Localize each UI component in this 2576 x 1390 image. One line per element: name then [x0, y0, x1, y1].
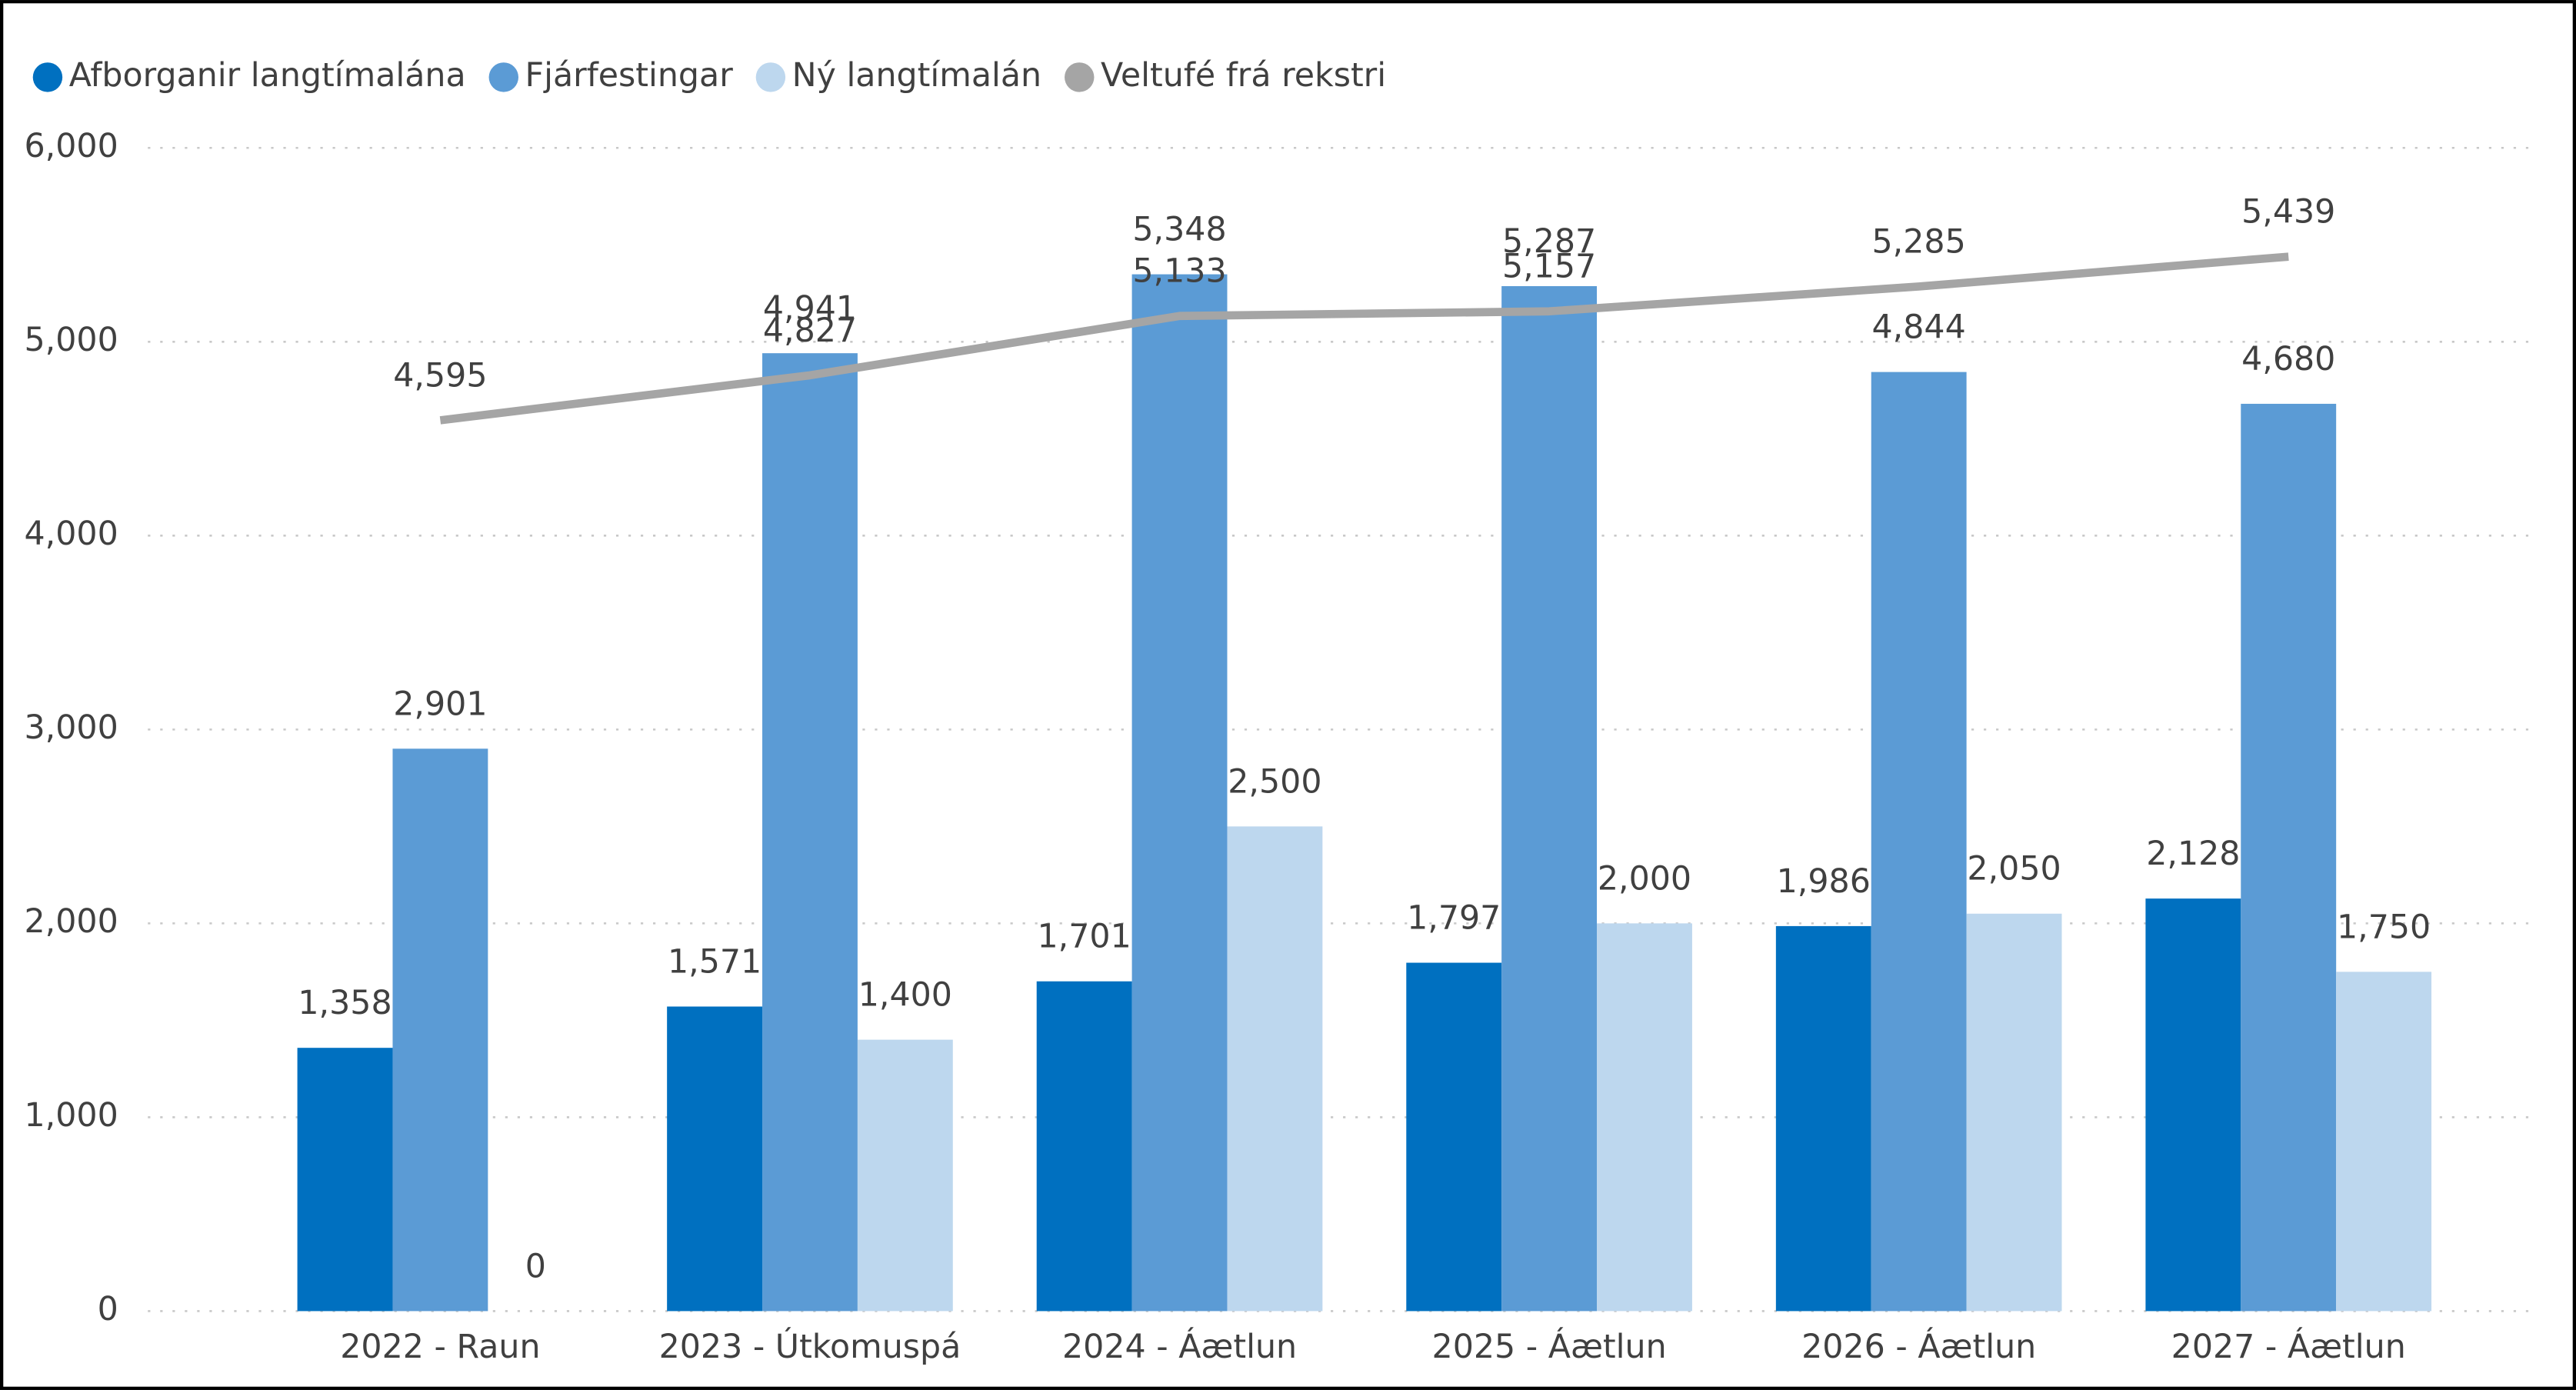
legend-label: Ný langtímalán [792, 56, 1041, 95]
y-tick-label: 5,000 [25, 321, 118, 359]
line-label: 4,827 [763, 312, 857, 350]
y-tick-label: 4,000 [25, 515, 118, 553]
legend-label: Veltufé frá rekstri [1101, 56, 1386, 95]
data-label: 2,901 [393, 685, 487, 723]
bar [1966, 913, 2062, 1312]
data-label: 4,844 [1872, 308, 1966, 347]
x-tick-label: 2024 - Áætlun [1062, 1327, 1297, 1366]
bar [1406, 962, 1502, 1312]
bar [1871, 372, 1967, 1312]
y-tick-label: 3,000 [25, 708, 118, 747]
line-label: 5,285 [1872, 222, 1966, 261]
bar [1501, 285, 1598, 1312]
bar [667, 1006, 763, 1312]
line-label: 5,133 [1132, 252, 1226, 291]
data-label: 2,500 [1228, 762, 1321, 801]
bar [297, 1048, 393, 1312]
legend-label: Fjárfestingar [525, 56, 734, 95]
x-tick-label: 2022 - Raun [340, 1328, 540, 1366]
bar [1775, 925, 1871, 1312]
bar [1597, 923, 1692, 1312]
legend-label: Afborganir langtímalána [69, 56, 466, 95]
data-label: 2,050 [1967, 850, 2061, 888]
data-label: 1,400 [858, 976, 952, 1015]
line [439, 252, 2289, 425]
bar [1227, 826, 1323, 1312]
bar [2145, 898, 2241, 1312]
data-label: 4,941 [763, 289, 857, 328]
data-label: 1,701 [1038, 918, 1131, 956]
line-label: 5,439 [2241, 193, 2335, 232]
data-label: 1,986 [1777, 862, 1871, 901]
bar [2241, 403, 2337, 1312]
data-label: 1,797 [1407, 899, 1501, 938]
data-label: 2,128 [2146, 835, 2240, 873]
x-tick-label: 2027 - Áætlun [2171, 1327, 2406, 1366]
bar [857, 1039, 953, 1312]
bar [392, 748, 488, 1312]
legend-marker [1065, 62, 1095, 92]
line-label: 5,157 [1502, 248, 1596, 286]
y-tick-label: 2,000 [25, 902, 118, 941]
line-label: 4,595 [393, 356, 487, 395]
bar [1036, 981, 1132, 1312]
y-tick-label: 0 [98, 1290, 118, 1328]
y-tick-label: 1,000 [25, 1096, 118, 1135]
legend-marker [32, 62, 63, 92]
legend-marker [755, 62, 786, 92]
data-label: 1,571 [668, 942, 761, 981]
data-label: 5,348 [1132, 211, 1226, 249]
bar [2336, 972, 2432, 1312]
data-label: 0 [525, 1247, 546, 1285]
x-tick-label: 2025 - Áætlun [1432, 1327, 1667, 1366]
bar [1131, 274, 1228, 1312]
legend-marker [488, 62, 519, 92]
bar [762, 353, 858, 1312]
x-tick-label: 2023 - Útkomuspá [659, 1327, 961, 1366]
data-label: 2,000 [1598, 859, 1691, 898]
data-label: 5,287 [1502, 222, 1596, 261]
data-label: 1,358 [298, 984, 392, 1022]
data-label: 4,680 [2241, 340, 2335, 378]
y-tick-label: 6,000 [25, 127, 118, 165]
x-tick-label: 2026 - Áætlun [1801, 1327, 2036, 1366]
data-label: 1,750 [2337, 908, 2431, 946]
